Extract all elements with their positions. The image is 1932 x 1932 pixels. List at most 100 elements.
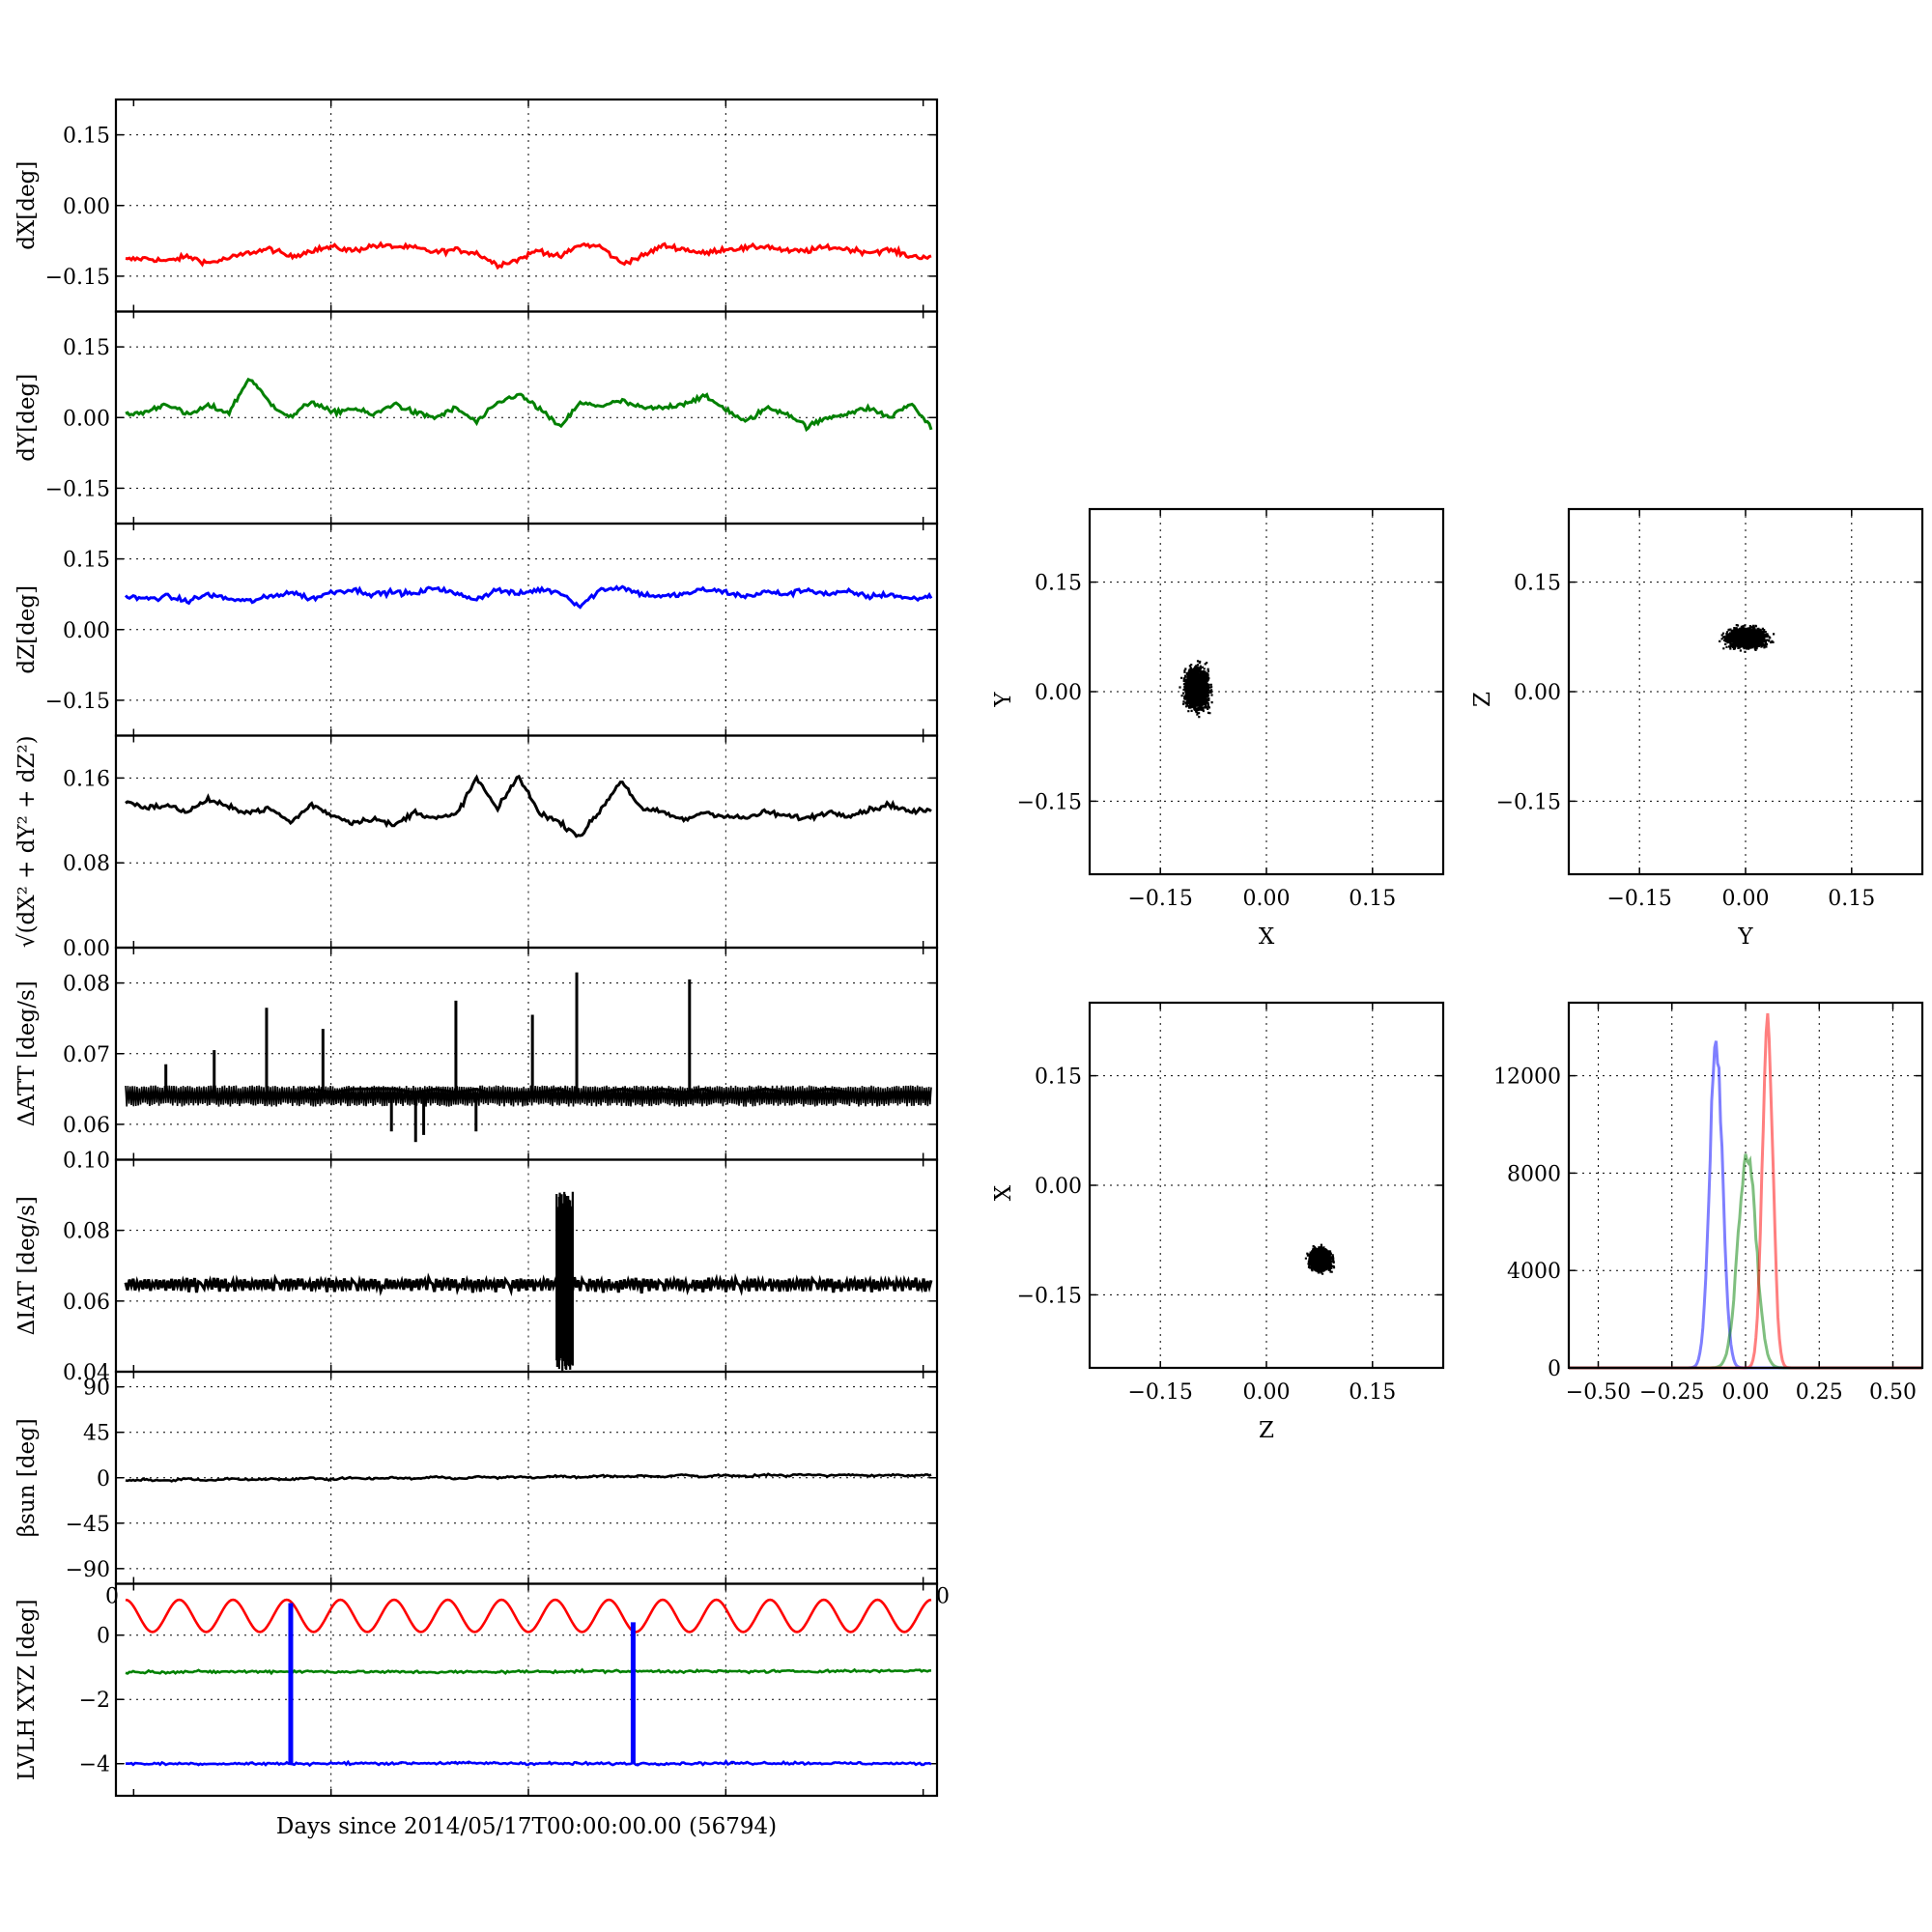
- panel-frame: [1567, 1001, 1924, 1370]
- x-tick-label: 0.15: [1349, 887, 1396, 911]
- x-tick-label: 0.00: [1243, 1380, 1291, 1405]
- y-tick-label: 0.00: [1514, 681, 1561, 705]
- y-tick-label: 0.15: [1035, 572, 1082, 596]
- series-group: [125, 972, 932, 1143]
- y-axis-label: Z: [1470, 692, 1495, 707]
- time-axis-label: Days since 2014/05/17T00:00:00.00 (56794…: [276, 1814, 777, 1839]
- x-tick-label: −0.15: [1606, 887, 1671, 911]
- y-tick-label: 0: [1548, 1357, 1561, 1381]
- x-tick-label: 0.50: [1869, 1380, 1917, 1405]
- y-tick-label: 0.15: [1035, 1065, 1082, 1090]
- y-tick-label: −0.15: [1496, 790, 1561, 814]
- panel-beta: 90 45 0 −45 −90 βsun [deg]: [14, 1370, 939, 1585]
- series-line: [125, 774, 932, 838]
- y-axis-label: βsun [deg]: [14, 1418, 40, 1537]
- y-tick-label: 0.10: [63, 1150, 110, 1174]
- oscillation-band: [125, 1085, 932, 1107]
- y-tick-label: 0.08: [63, 1220, 110, 1244]
- y-tick-label: 0: [97, 1467, 110, 1492]
- panel-dATT: 0.08 0.07 0.06 ΔATT [deg/s]: [14, 946, 939, 1161]
- y-tick-label: 0.06: [63, 1114, 110, 1138]
- y-tick-label: −0.15: [1017, 790, 1082, 814]
- y-tick-label: 12000: [1493, 1065, 1561, 1090]
- y-tick-label: 4000: [1507, 1260, 1561, 1284]
- y-tick-label: 0.15: [63, 336, 110, 360]
- y-tick-label: −4: [79, 1753, 110, 1777]
- panel-frame: [1088, 1001, 1445, 1370]
- y-tick-label: 8000: [1507, 1162, 1561, 1186]
- x-tick-label: −0.15: [1127, 1380, 1192, 1405]
- y-axis-label: ΔATT [deg/s]: [14, 980, 40, 1126]
- y-tick-label: 0.00: [63, 937, 110, 961]
- series-line: [125, 1759, 932, 1768]
- y-tick-label: 45: [83, 1422, 110, 1446]
- y-tick-label: 0.07: [63, 1043, 110, 1067]
- x-tick-label: 0.00: [1722, 887, 1770, 911]
- y-tick-label: −90: [66, 1558, 110, 1582]
- series-group: [125, 377, 933, 433]
- y-tick-label: 0.00: [63, 407, 110, 431]
- y-tick-label: 0.15: [1514, 572, 1561, 596]
- x-tick-label: 0.15: [1349, 1380, 1396, 1405]
- panel-frame: [114, 1158, 939, 1374]
- series-group: [125, 1472, 932, 1483]
- y-tick-label: 0.00: [1035, 681, 1082, 705]
- y-axis-label: dX[deg]: [14, 161, 40, 250]
- y-tick-label: −0.15: [45, 477, 110, 501]
- y-tick-label: 0.08: [63, 973, 110, 997]
- y-tick-label: 0.00: [63, 195, 110, 219]
- series-line: [125, 1598, 932, 1634]
- scatter-cloud: [1719, 624, 1776, 653]
- panel-hist: −0.50 −0.25 0.00 0.25 0.50 12000 8000 4000 0: [1493, 1001, 1924, 1405]
- panel-norm: 0.16 0.08 0.00 √(dX² + dY² + dZ²): [14, 734, 939, 961]
- y-tick-label: 0.06: [63, 1291, 110, 1315]
- y-axis-label: dY[deg]: [14, 374, 40, 462]
- y-tick-label: 0: [97, 1625, 110, 1649]
- scatter-panels: −0.15 0.00 0.15 0.15 0.00 −0.15 X Y −0.15 0.00 0.1…: [991, 507, 1924, 1443]
- y-axis-label: √(dX² + dY² + dZ²): [14, 735, 40, 948]
- x-tick-label: 0.00: [1243, 887, 1291, 911]
- x-tick-label: −0.50: [1566, 1380, 1631, 1405]
- y-tick-label: 0.00: [63, 619, 110, 643]
- x-tick-label: 0.15: [1828, 887, 1875, 911]
- panel-frame: [114, 1582, 939, 1798]
- x-tick-label: 0.00: [1722, 1380, 1770, 1405]
- y-axis-label: Y: [991, 692, 1016, 708]
- panel-dIAT: 0.10 0.08 0.06 0.04 ΔIAT [deg/s]: [14, 1150, 939, 1385]
- series-line: [124, 1272, 933, 1297]
- panel-XY: −0.15 0.00 0.15 0.15 0.00 −0.15 X Y: [991, 507, 1445, 950]
- panel-YZ: −0.15 0.00 0.15 0.15 0.00 −0.15 Y Z: [1470, 507, 1924, 950]
- scatter-cloud: [1179, 660, 1213, 719]
- series-line: [125, 241, 932, 270]
- panel-ZX: −0.15 0.00 0.15 0.15 0.00 −0.15 Z X: [991, 1001, 1445, 1443]
- y-tick-label: −45: [66, 1513, 110, 1537]
- series-group: [125, 774, 932, 838]
- time-series-panels: 0.150.00−0.15dX[deg]0.150.00−0.15dY[deg]…: [14, 98, 950, 1798]
- series-group: [124, 584, 933, 610]
- series-group: [125, 241, 932, 270]
- panel-frame: [1567, 507, 1924, 876]
- series-line: [125, 1667, 932, 1676]
- y-tick-label: 0.00: [1035, 1175, 1082, 1199]
- series-group: [124, 1191, 933, 1371]
- y-tick-label: −0.15: [45, 690, 110, 714]
- y-tick-label: −2: [79, 1689, 110, 1713]
- series-line: [124, 584, 933, 610]
- scatter-cloud: [1304, 1243, 1336, 1275]
- y-tick-label: −0.15: [45, 266, 110, 290]
- y-tick-label: 0.15: [63, 125, 110, 149]
- y-axis-label: dZ[deg]: [14, 585, 40, 674]
- panel-frame: [114, 734, 939, 950]
- corner-label: 0: [936, 1585, 950, 1609]
- panel-frame: [1088, 507, 1445, 876]
- x-axis-label: Z: [1259, 1418, 1274, 1443]
- histogram-line: [1569, 1040, 1922, 1370]
- x-tick-label: 0.25: [1796, 1380, 1843, 1405]
- y-tick-label: 0.04: [63, 1361, 110, 1385]
- y-tick-label: 0.15: [63, 549, 110, 573]
